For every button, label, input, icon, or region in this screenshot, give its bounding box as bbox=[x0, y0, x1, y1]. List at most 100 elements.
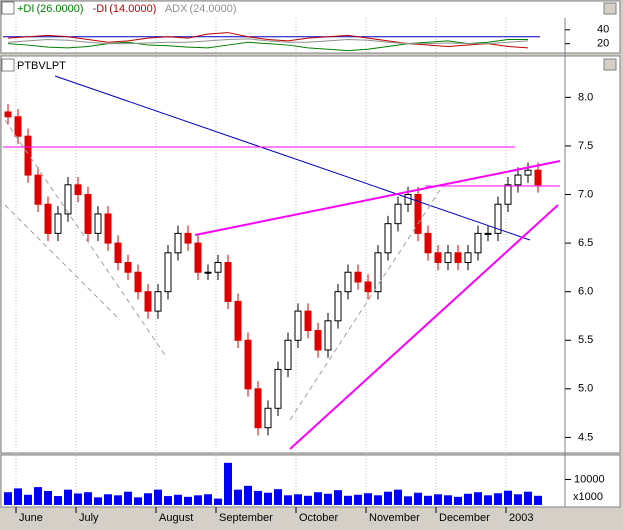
trendline bbox=[4, 204, 121, 321]
x-tick-label: December bbox=[439, 512, 490, 524]
candle-body bbox=[484, 232, 492, 235]
volume-bar bbox=[74, 493, 82, 505]
volume-bar bbox=[194, 495, 202, 505]
legend-value: (14.0000) bbox=[109, 3, 156, 15]
volume-bar bbox=[134, 497, 142, 505]
volume-bar bbox=[274, 489, 282, 505]
trendline bbox=[4, 119, 166, 356]
volume-bar bbox=[374, 495, 382, 505]
candle-body bbox=[424, 232, 432, 254]
candle-body bbox=[344, 271, 352, 293]
candle-body bbox=[204, 271, 212, 274]
volume-bar bbox=[224, 462, 232, 505]
y-tick-label: 10000 bbox=[574, 473, 605, 485]
price-title: PTBVLPT bbox=[17, 60, 66, 72]
volume-bar bbox=[84, 492, 92, 505]
candle-body bbox=[524, 169, 532, 176]
volume-bar bbox=[424, 495, 432, 505]
candle-body bbox=[104, 213, 112, 244]
volume-bar bbox=[124, 491, 132, 505]
candle-body bbox=[244, 339, 252, 390]
volume-unit: x1000 bbox=[573, 491, 603, 503]
trendline bbox=[289, 189, 441, 421]
y-tick-label: 6.0 bbox=[578, 286, 593, 298]
volume-bar bbox=[454, 496, 462, 505]
volume-bar bbox=[174, 494, 182, 505]
volume-bar bbox=[304, 495, 312, 505]
volume-bar bbox=[314, 492, 322, 505]
y-tick-label: 4.5 bbox=[578, 431, 593, 443]
legend-name: ADX bbox=[165, 3, 188, 15]
y-tick-label: 6.5 bbox=[578, 237, 593, 249]
candle-body bbox=[114, 242, 122, 264]
panel-icon bbox=[1, 1, 15, 15]
candle-body bbox=[34, 174, 42, 205]
volume-bar bbox=[434, 494, 442, 505]
volume-bar bbox=[464, 493, 472, 505]
panel-button[interactable] bbox=[603, 58, 617, 71]
volume-bar bbox=[444, 495, 452, 505]
candle-body bbox=[294, 310, 302, 341]
candle-body bbox=[24, 135, 32, 176]
volume-bar bbox=[104, 494, 112, 505]
y-tick-label: 8.0 bbox=[578, 91, 593, 103]
x-tick-label: July bbox=[79, 512, 99, 524]
candle-body bbox=[144, 291, 152, 312]
volume-bar bbox=[34, 487, 42, 505]
volume-bar bbox=[284, 495, 292, 505]
volume-bar bbox=[414, 492, 422, 505]
candle-body bbox=[454, 252, 462, 264]
candle-body bbox=[134, 271, 142, 293]
candle-body bbox=[394, 203, 402, 225]
candle-body bbox=[214, 262, 222, 273]
x-tick-label: August bbox=[159, 512, 193, 524]
candle-body bbox=[284, 339, 292, 370]
y-tick-label: 40 bbox=[597, 24, 609, 36]
volume-bar bbox=[54, 496, 62, 505]
candle-body bbox=[224, 262, 232, 302]
legend-value: (26.0000) bbox=[36, 3, 83, 15]
candle-body bbox=[434, 252, 442, 264]
candle-body bbox=[14, 116, 22, 137]
volume-bar bbox=[184, 496, 192, 505]
candle-body bbox=[364, 281, 372, 293]
candle-body bbox=[124, 262, 132, 273]
candle-body bbox=[84, 194, 92, 234]
volume-bar bbox=[404, 496, 412, 505]
candle-body bbox=[354, 271, 362, 283]
x-tick-label: September bbox=[219, 512, 273, 524]
candle-body bbox=[264, 407, 272, 429]
panel-button[interactable] bbox=[603, 2, 617, 15]
legend-value: (24.0000) bbox=[189, 3, 236, 15]
volume-bar bbox=[514, 494, 522, 505]
candle-body bbox=[324, 320, 332, 351]
volume-bar bbox=[494, 493, 502, 505]
volume-bar bbox=[344, 495, 352, 505]
volume-bar bbox=[524, 491, 532, 505]
volume-bar bbox=[234, 489, 242, 505]
candle-body bbox=[514, 174, 522, 186]
volume-bar bbox=[24, 494, 32, 505]
volume-bar bbox=[324, 493, 332, 505]
volume-bar bbox=[354, 494, 362, 505]
candle-body bbox=[174, 232, 182, 254]
volume-bar bbox=[264, 492, 272, 505]
volume-bar bbox=[394, 489, 402, 505]
volume-bar bbox=[504, 490, 512, 505]
volume-bar bbox=[244, 485, 252, 505]
candle-body bbox=[194, 242, 202, 273]
candle-body bbox=[4, 111, 12, 118]
candle-body bbox=[164, 252, 172, 293]
panel-icon bbox=[1, 58, 15, 72]
candle-body bbox=[314, 330, 322, 351]
trendlines bbox=[3, 75, 561, 450]
legend-name: -DI bbox=[93, 3, 108, 15]
volume-bar bbox=[334, 490, 342, 505]
volume-bar bbox=[214, 498, 222, 505]
x-tick-label: June bbox=[19, 512, 43, 524]
volume-bar bbox=[204, 494, 212, 505]
candle-body bbox=[184, 232, 192, 244]
candle-body bbox=[384, 223, 392, 254]
indicator-legend: +DI (26.0000) -DI (14.0000) ADX (24.0000) bbox=[17, 3, 237, 15]
